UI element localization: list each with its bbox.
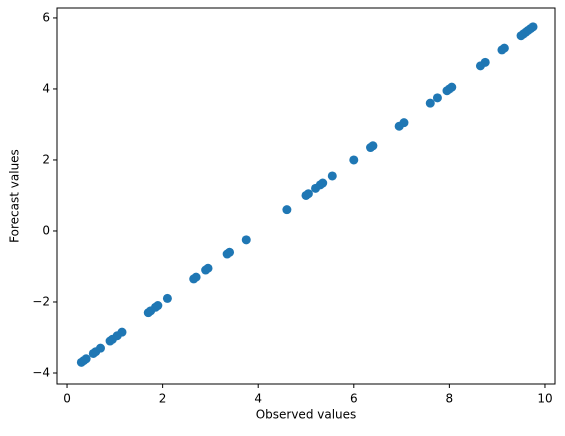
y-tick-label: −2 xyxy=(32,294,50,308)
y-tick-label: 0 xyxy=(42,223,50,237)
x-tick-label: 2 xyxy=(159,392,167,406)
x-tick-label: 4 xyxy=(254,392,262,406)
scatter-point xyxy=(282,205,292,215)
scatter-point xyxy=(225,247,235,257)
x-tick-label: 8 xyxy=(446,392,454,406)
scatter-point xyxy=(81,354,91,364)
scatter-point xyxy=(349,155,359,165)
scatter-point xyxy=(368,141,378,151)
scatter-point xyxy=(117,327,127,337)
x-tick-label: 0 xyxy=(63,392,71,406)
scatter-point xyxy=(480,57,490,67)
plot-frame xyxy=(56,7,556,385)
scatter-point xyxy=(203,263,213,273)
scatter-point xyxy=(432,93,442,103)
scatter-point xyxy=(528,22,538,32)
y-axis-label: Forecast values xyxy=(8,149,22,243)
scatter-point xyxy=(162,293,172,303)
y-tick-label: 4 xyxy=(42,81,50,95)
x-tick-label: 6 xyxy=(350,392,358,406)
scatter-point xyxy=(191,272,201,282)
scatter-point xyxy=(425,98,435,108)
scatter-point xyxy=(318,178,328,188)
scatter-point xyxy=(447,82,457,92)
scatter-point xyxy=(241,235,251,245)
scatter-point xyxy=(303,189,313,199)
x-axis-label: Observed values xyxy=(256,408,357,422)
x-tick-label: 10 xyxy=(537,392,552,406)
y-tick-label: 6 xyxy=(42,10,50,24)
scatter-point xyxy=(399,118,409,128)
scatter-point xyxy=(153,301,163,311)
y-tick-label: −4 xyxy=(32,365,50,379)
y-tick-label: 2 xyxy=(42,152,50,166)
scatter-point xyxy=(95,343,105,353)
scatter-point xyxy=(499,43,509,53)
scatter-point xyxy=(327,171,337,181)
